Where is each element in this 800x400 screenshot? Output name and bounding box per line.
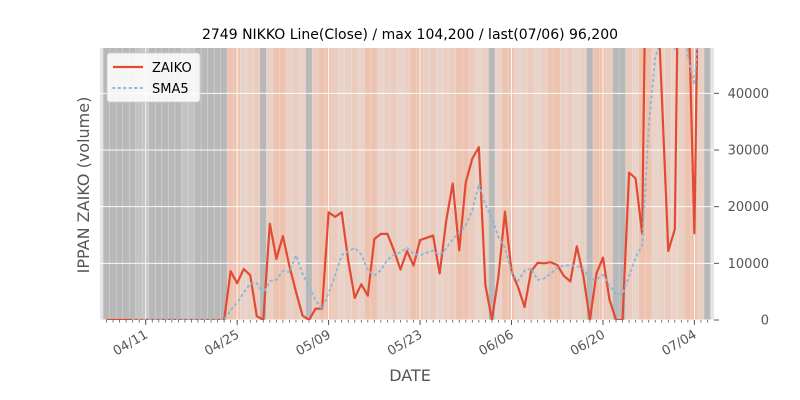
day-band [246,48,254,320]
day-band [514,48,521,320]
day-band [423,48,430,320]
day-band [534,48,541,320]
day-band [292,48,299,320]
day-band [344,48,352,320]
day-band [540,48,548,320]
day-band [586,48,593,320]
day-band [240,48,247,320]
day-band [495,48,502,320]
day-band [364,48,371,320]
y-tick-label: 0 [761,314,769,329]
day-band [410,48,417,320]
day-band [580,48,587,320]
day-band [312,48,319,320]
day-band [619,48,626,320]
y-tick-label: 10000 [728,257,769,272]
grid-lines [100,48,714,321]
day-band [331,48,339,320]
day-band [181,48,188,320]
day-band [371,48,378,320]
day-band [397,48,404,320]
day-band [338,48,345,320]
y-tick-label: 40000 [728,87,769,102]
day-band [175,48,182,320]
chart-title: 2749 NIKKO Line(Close) / max 104,200 / l… [202,27,618,43]
day-band [116,48,123,320]
day-band [122,48,129,320]
y-tick-label: 30000 [728,144,769,159]
day-band [482,48,489,320]
day-band [403,48,410,320]
day-band [227,48,234,320]
day-band [279,48,286,320]
day-band [103,48,110,320]
day-band [351,48,358,320]
day-band [188,48,195,320]
day-band [560,48,567,320]
day-band [155,48,162,320]
day-band [168,48,175,320]
day-band [488,48,495,320]
series-line-zaiko [106,48,699,320]
day-band [253,48,260,320]
day-band [436,48,443,320]
day-band [220,48,227,320]
day-band [697,48,704,320]
day-band [651,48,659,320]
legend-label-sma5: SMA5 [152,82,189,97]
day-band [606,48,613,320]
day-band [593,48,600,320]
day-band [194,48,201,320]
day-band [162,48,169,320]
day-band [358,48,365,320]
day-band [109,48,116,320]
day-band [684,48,691,320]
day-band [135,48,143,320]
y-axis-label: IPPAN ZAIKO (volume) [74,97,93,274]
day-band [469,48,476,320]
day-band [286,48,293,320]
day-band [612,48,619,320]
legend-box [106,52,201,103]
series-layer [106,48,699,320]
day-band [527,48,534,320]
day-band [299,48,306,320]
day-band [547,48,554,320]
day-band [553,48,561,320]
series-line-sma5 [131,48,698,320]
day-band [148,48,156,320]
day-band [305,48,312,320]
day-band [318,48,325,320]
day-band [658,48,665,320]
day-band [214,48,221,320]
day-band [521,48,528,320]
day-band [665,48,672,320]
day-band [273,48,280,320]
legend-label-zaiko: ZAIKO [152,61,192,76]
day-band [201,48,208,320]
legend: ZAIKO SMA5 [106,52,201,103]
day-band [384,48,391,320]
day-band [429,48,436,320]
day-band [207,48,214,320]
day-band [501,48,508,320]
day-band [573,48,580,320]
day-band [567,48,574,320]
plot-area [100,48,714,321]
day-band [704,48,711,320]
y-tick-label: 20000 [728,200,769,215]
day-band [455,48,463,320]
day-band [442,48,450,320]
day-band [645,48,652,320]
day-band [390,48,397,320]
day-band [266,48,273,320]
day-band [129,48,136,320]
day-band [678,48,685,320]
y-axis: 0 10000 20000 30000 40000 [714,87,769,329]
x-axis-label: DATE [389,366,431,385]
day-band [260,48,267,320]
day-band [377,48,384,320]
